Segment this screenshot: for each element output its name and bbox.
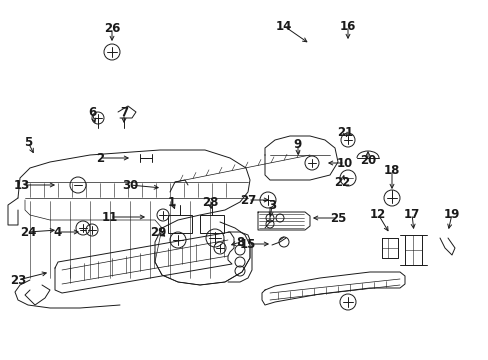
Text: 17: 17 (403, 207, 419, 220)
Text: 21: 21 (336, 126, 352, 139)
Text: 18: 18 (383, 163, 399, 176)
Text: 20: 20 (359, 153, 375, 166)
Text: 29: 29 (149, 225, 166, 239)
Text: 13: 13 (14, 179, 30, 192)
Text: 3: 3 (267, 198, 276, 212)
Text: 24: 24 (20, 225, 36, 239)
Text: 11: 11 (102, 211, 118, 224)
Text: 2: 2 (96, 152, 104, 165)
Text: 10: 10 (336, 157, 352, 170)
Text: 22: 22 (333, 176, 349, 189)
Text: 16: 16 (339, 19, 355, 32)
Text: 12: 12 (369, 207, 386, 220)
Text: 8: 8 (235, 235, 244, 248)
Text: 19: 19 (443, 207, 459, 220)
Text: 5: 5 (24, 135, 32, 149)
Text: 25: 25 (329, 212, 346, 225)
Text: 28: 28 (202, 195, 218, 208)
Text: 1: 1 (167, 195, 176, 208)
Bar (200, 215, 224, 233)
Bar (168, 215, 192, 233)
Text: 6: 6 (88, 105, 96, 118)
Text: 9: 9 (293, 138, 302, 150)
Text: 27: 27 (240, 194, 256, 207)
Text: 15: 15 (239, 238, 256, 251)
Text: 30: 30 (122, 179, 138, 192)
Text: 7: 7 (120, 105, 128, 118)
Text: 4: 4 (54, 225, 62, 239)
Text: 23: 23 (10, 274, 26, 287)
Text: 26: 26 (103, 22, 120, 35)
Text: 14: 14 (275, 19, 292, 32)
